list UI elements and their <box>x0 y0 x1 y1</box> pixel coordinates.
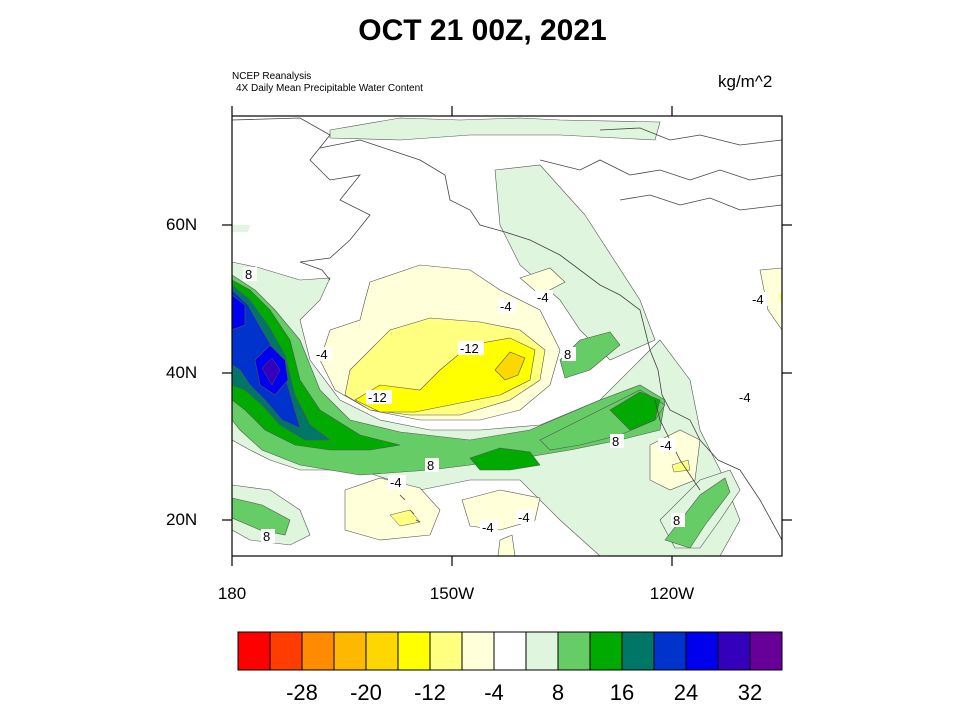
contour-label: -12 <box>460 341 479 356</box>
colorbar-tick-label: 16 <box>609 680 635 705</box>
lon-label-180: 180 <box>217 584 247 603</box>
contour-label: -4 <box>739 390 751 405</box>
colorbar-swatch <box>301 631 335 671</box>
contour-label: -4 <box>482 520 494 535</box>
contour-label: 8 <box>612 434 619 449</box>
colorbar-swatch <box>621 631 655 671</box>
contour-label: -4 <box>500 299 512 314</box>
contour-label: 8 <box>245 267 252 282</box>
axis-ticks <box>222 106 792 566</box>
map-title: OCT 21 00Z, 2021 <box>358 14 607 47</box>
contour-label: -4 <box>518 510 530 525</box>
colorbar-swatch <box>237 631 271 671</box>
colorbar-swatch <box>397 631 431 671</box>
colorbar-swatch <box>333 631 367 671</box>
colorbar-tick-label: -4 <box>484 680 504 705</box>
contour-label: -4 <box>390 475 402 490</box>
colorbar-swatch <box>493 631 527 671</box>
contour-label: 8 <box>564 347 571 362</box>
contour-label: -12 <box>368 390 387 405</box>
colorbar <box>237 631 783 671</box>
source-label: NCEP Reanalysis <box>232 71 312 82</box>
contour-fill-layer <box>232 117 782 556</box>
contour-label: -4 <box>537 290 549 305</box>
contour-label: -4 <box>316 347 328 362</box>
contour-label: -4 <box>752 292 764 307</box>
colorbar-swatch <box>429 631 463 671</box>
lat-label-60n: 60N <box>166 215 198 234</box>
colorbar-swatch <box>749 631 783 671</box>
colorbar-swatch <box>557 631 591 671</box>
contour-labels: 8 -4 -4 -4 -12 8 -4 -4 -12 8 -4 8 -4 -4 … <box>243 267 768 544</box>
units-label: kg/m^2 <box>718 72 773 91</box>
colorbar-swatch <box>653 631 687 671</box>
colorbar-swatch <box>365 631 399 671</box>
colorbar-swatch <box>589 631 623 671</box>
colorbar-tick-label: -12 <box>414 680 446 705</box>
colorbar-tick-label: 8 <box>551 680 565 705</box>
colorbar-tick-label: -28 <box>286 680 318 705</box>
contour-label: 8 <box>673 513 680 528</box>
lat-label-40n: 40N <box>166 363 198 382</box>
lon-label-150w: 150W <box>429 584 475 603</box>
colorbar-swatch <box>525 631 559 671</box>
colorbar-tick-label: 24 <box>673 680 699 705</box>
colorbar-swatch <box>685 631 719 671</box>
colorbar-tick-label: 32 <box>737 680 763 705</box>
lat-label-20n: 20N <box>166 510 198 529</box>
contour-label: -4 <box>660 438 672 453</box>
colorbar-swatch <box>717 631 751 671</box>
contour-label: 8 <box>427 458 434 473</box>
plot-frame <box>231 115 783 557</box>
colorbar-swatch <box>461 631 495 671</box>
contour-label: 8 <box>263 529 270 544</box>
variable-label: 4X Daily Mean Precipitable Water Content <box>236 83 423 94</box>
colorbar-tick-label: -20 <box>350 680 382 705</box>
lon-label-120w: 120W <box>649 584 695 603</box>
colorbar-swatch <box>269 631 303 671</box>
